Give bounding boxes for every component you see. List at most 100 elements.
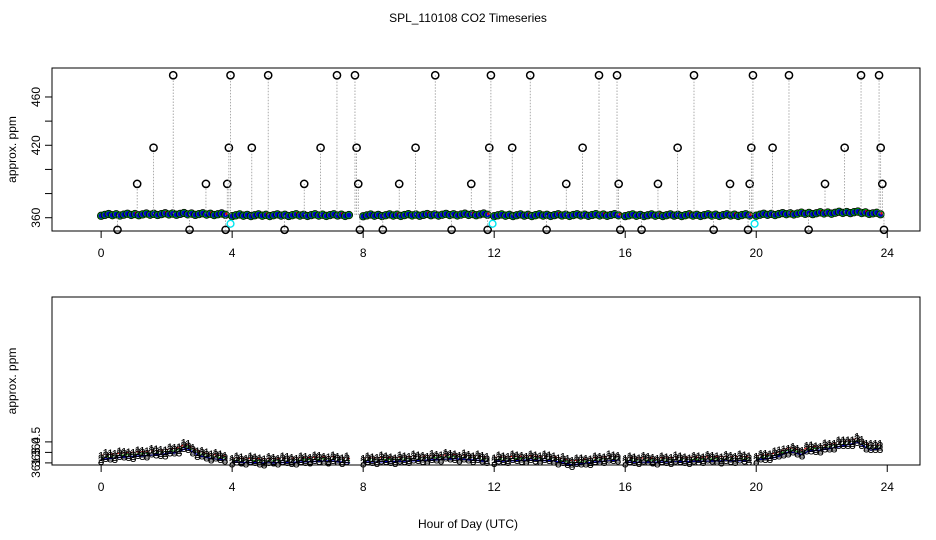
bottom-series-3-marker: 3: [681, 455, 688, 469]
bottom-series-1-marker: 1: [157, 444, 164, 458]
bottom-series-3-line: [625, 460, 750, 463]
bottom-series-3-marker: 3: [415, 453, 422, 467]
bottom-series-2-marker: 2: [392, 454, 399, 468]
bottom-series-3-line: [232, 460, 351, 464]
bottom-series-3-marker: 3: [491, 456, 498, 470]
bottom-series-1-marker: 1: [505, 451, 512, 465]
bottom-series-3-marker: 3: [387, 455, 394, 469]
bottom-series-1-marker: 1: [419, 450, 426, 464]
bottom-series-2-marker: 2: [461, 449, 468, 463]
top-spike-point: [355, 225, 365, 235]
bottom-series-2-marker: 2: [654, 455, 661, 469]
bottom-series-2-marker: 2: [360, 455, 367, 469]
bottom-series-1-marker: 1: [560, 451, 567, 465]
bottom-series-3-marker: 3: [550, 454, 557, 468]
bottom-series-3-marker: 3: [112, 452, 119, 466]
bottom-series-1-marker: 1: [387, 451, 394, 465]
bottom-series-3-marker: 3: [275, 457, 282, 471]
bottom-series-1-marker: 1: [316, 450, 323, 464]
bottom-series-2-marker: 2: [541, 450, 548, 464]
top-x-tick-label: 12: [488, 246, 502, 260]
top-spike-point: [466, 179, 476, 189]
bottom-series-1-marker: 1: [663, 451, 670, 465]
bottom-series-1-marker: 1: [134, 444, 141, 458]
bottom-series-2-marker: 2: [162, 446, 169, 460]
bottom-series-2-marker: 2: [681, 453, 688, 467]
bottom-series-1-marker: 1: [284, 451, 291, 465]
bottom-series-2-marker: 2: [695, 452, 702, 466]
bottom-series-2-marker: 2: [298, 452, 305, 466]
bottom-series-2-marker: 2: [316, 452, 323, 466]
bottom-series-1-marker: 1: [776, 444, 783, 458]
bottom-series-3-marker: 3: [518, 454, 525, 468]
bottom-series-1-marker: 1: [112, 448, 119, 462]
bottom-series-2-marker: 2: [546, 451, 553, 465]
bottom-series-3-marker: 3: [631, 455, 638, 469]
bottom-series-2-marker: 2: [767, 450, 774, 464]
bottom-series-1-marker: 1: [270, 452, 277, 466]
bottom-series-1-line: [232, 456, 351, 460]
bottom-series-2-marker: 2: [700, 453, 707, 467]
bottom-series-1-line: [363, 453, 488, 459]
bottom-series-3-marker: 3: [615, 454, 622, 468]
bottom-series-1-marker: 1: [741, 449, 748, 463]
bottom-series-2-marker: 2: [737, 450, 744, 464]
bottom-series-2-marker: 2: [479, 451, 486, 465]
bottom-series-1-marker: 1: [518, 450, 525, 464]
top-spike-point: [226, 70, 235, 80]
top-spike-point: [743, 225, 753, 235]
bottom-series-3-marker: 3: [360, 457, 367, 471]
bottom-series-2-marker: 2: [780, 445, 787, 459]
bottom-series-3-marker: 3: [771, 449, 778, 463]
top-spike-point: [784, 70, 794, 80]
bottom-series-1-marker: 1: [757, 447, 764, 461]
bottom-series-2-marker: 2: [831, 440, 838, 454]
bottom-series-2-marker: 2: [383, 452, 390, 466]
bottom-series-1-marker: 1: [704, 448, 711, 462]
bottom-series-2-marker: 2: [776, 446, 783, 460]
bottom-series-2-marker: 2: [139, 447, 146, 461]
bottom-series-2-marker: 2: [279, 452, 286, 466]
bottom-series-3-marker: 3: [872, 442, 879, 456]
bottom-series-3-marker: 3: [157, 448, 164, 462]
bottom-series-2-marker: 2: [311, 451, 318, 465]
bottom-series-3-marker: 3: [419, 454, 426, 468]
top-flag-point: [226, 219, 235, 228]
bottom-series-3-marker: 3: [727, 454, 734, 468]
bottom-series-1-marker: 1: [592, 450, 599, 464]
bottom-series-2-marker: 2: [369, 453, 376, 467]
top-spike-point: [745, 179, 755, 189]
bottom-series-2-marker: 2: [714, 452, 721, 466]
top-spike-point: [725, 179, 735, 189]
bottom-series-1-marker: 1: [695, 450, 702, 464]
bottom-series-2-marker: 2: [134, 446, 141, 460]
bottom-series-1-marker: 1: [222, 449, 229, 463]
bottom-series-2-marker: 2: [157, 446, 164, 460]
bottom-series-3-marker: 3: [222, 454, 229, 468]
bottom-series-1-marker: 1: [718, 451, 725, 465]
top-spike-point: [637, 225, 646, 235]
top-spike-point: [353, 179, 363, 189]
bottom-series-1-marker: 1: [130, 447, 137, 461]
top-spike-point: [447, 225, 456, 235]
top-axes: 0 4 8 12 16 20 24 360 420 460: [29, 87, 894, 260]
bottom-series-2-marker: 2: [185, 440, 192, 454]
top-spike-point: [280, 225, 289, 235]
bottom-series-3-marker: 3: [107, 451, 114, 465]
top-x-tick-label: 0: [98, 246, 105, 260]
bottom-series-2-marker: 2: [505, 453, 512, 467]
bottom-series-1-marker: 1: [311, 449, 318, 463]
bottom-series-3-marker: 3: [677, 454, 684, 468]
bottom-series-2-marker: 2: [495, 451, 502, 465]
top-spike-point: [484, 143, 494, 153]
bottom-series-2-marker: 2: [840, 436, 847, 450]
bottom-series-1-marker: 1: [812, 440, 819, 454]
top-x-tick-label: 8: [360, 246, 367, 260]
bottom-series-2-marker: 2: [854, 433, 861, 447]
top-spike-point: [840, 143, 850, 153]
bottom-series-1-line: [494, 455, 619, 462]
bottom-series-3-marker: 3: [732, 455, 739, 469]
bottom-series-1-marker: 1: [330, 449, 337, 463]
bottom-series-3-marker: 3: [546, 453, 553, 467]
